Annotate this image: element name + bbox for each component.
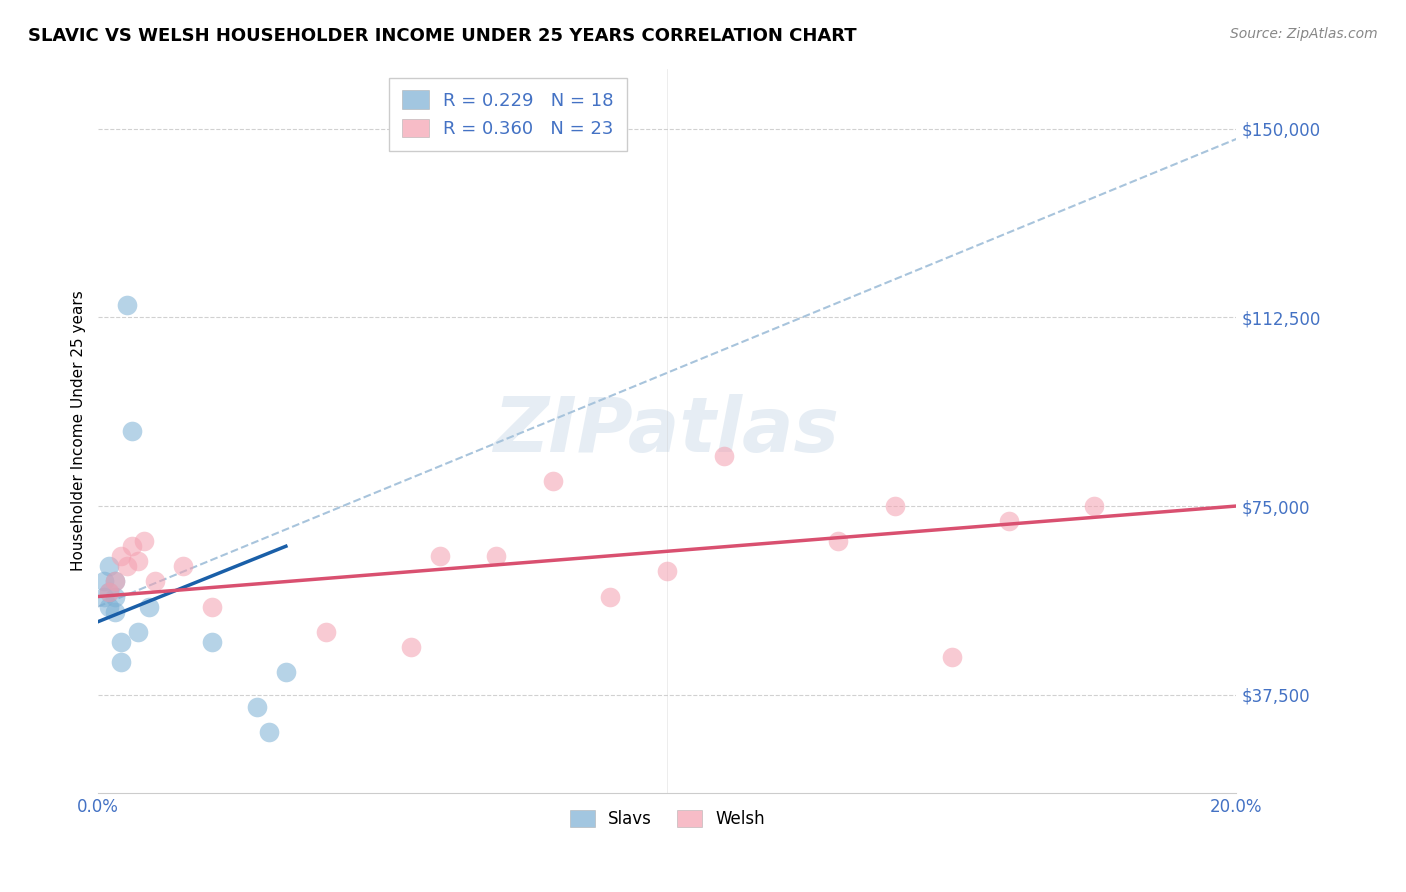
Point	[997, 514, 1019, 528]
Point	[138, 599, 160, 614]
Point	[98, 584, 121, 599]
Point	[713, 449, 735, 463]
Point	[399, 640, 422, 654]
Point	[941, 649, 963, 664]
Point	[98, 584, 121, 599]
Point	[127, 624, 149, 639]
Point	[104, 574, 127, 589]
Point	[110, 549, 132, 564]
Point	[93, 574, 115, 589]
Point	[98, 599, 121, 614]
Point	[827, 534, 849, 549]
Point	[1083, 499, 1105, 513]
Point	[543, 474, 565, 488]
Point	[274, 665, 297, 679]
Point	[201, 599, 224, 614]
Point	[132, 534, 155, 549]
Point	[485, 549, 508, 564]
Point	[115, 298, 138, 312]
Point	[110, 634, 132, 648]
Point	[246, 700, 269, 714]
Point	[110, 655, 132, 669]
Point	[599, 590, 621, 604]
Point	[315, 624, 337, 639]
Point	[121, 539, 143, 553]
Point	[257, 725, 280, 739]
Text: Source: ZipAtlas.com: Source: ZipAtlas.com	[1230, 27, 1378, 41]
Text: ZIPatlas: ZIPatlas	[495, 393, 841, 467]
Point	[115, 559, 138, 574]
Point	[127, 554, 149, 568]
Point	[884, 499, 907, 513]
Point	[201, 634, 224, 648]
Point	[121, 424, 143, 438]
Point	[172, 559, 194, 574]
Point	[657, 565, 679, 579]
Y-axis label: Householder Income Under 25 years: Householder Income Under 25 years	[72, 290, 86, 571]
Point	[104, 605, 127, 619]
Point	[429, 549, 451, 564]
Text: SLAVIC VS WELSH HOUSEHOLDER INCOME UNDER 25 YEARS CORRELATION CHART: SLAVIC VS WELSH HOUSEHOLDER INCOME UNDER…	[28, 27, 856, 45]
Point	[143, 574, 166, 589]
Point	[104, 590, 127, 604]
Point	[104, 574, 127, 589]
Legend: Slavs, Welsh: Slavs, Welsh	[562, 804, 772, 835]
Point	[98, 559, 121, 574]
Point	[93, 590, 115, 604]
